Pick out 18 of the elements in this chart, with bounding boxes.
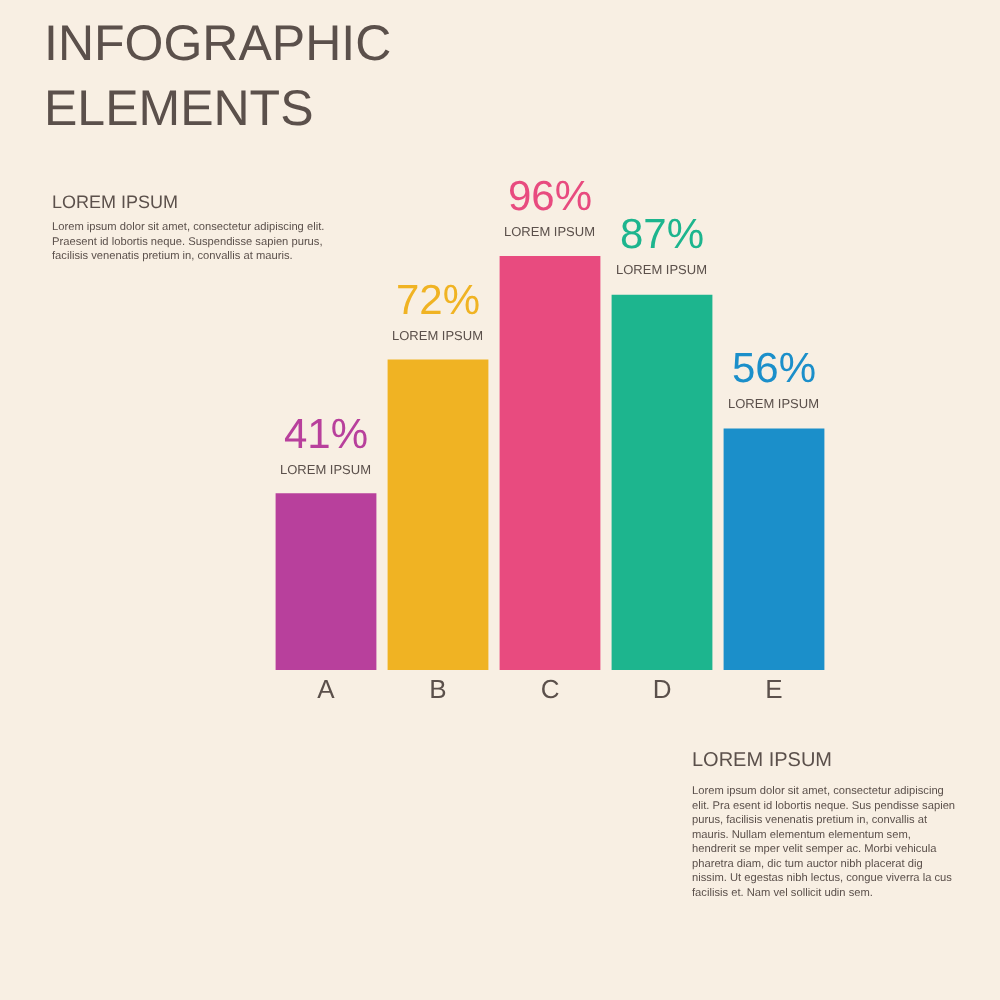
bar xyxy=(387,359,489,670)
bar xyxy=(499,256,601,670)
data-label: 87% xyxy=(620,212,705,258)
x-tick-label: A xyxy=(317,674,336,704)
data-label: 96% xyxy=(508,174,593,220)
data-label: 72% xyxy=(396,278,481,324)
text: LOREM IPSUM xyxy=(692,750,833,772)
x-tick-label: C xyxy=(540,674,560,704)
bar xyxy=(611,294,713,670)
x-tick-label: D xyxy=(652,674,672,704)
data-label: 56% xyxy=(732,346,817,392)
bar xyxy=(275,493,377,670)
chart-title: INFOGRAPHIC ELEMENTS xyxy=(44,16,392,137)
x-tick-label: B xyxy=(429,674,447,704)
data-label: 41% xyxy=(284,412,369,458)
text: LOREM IPSUM xyxy=(52,192,179,212)
x-tick-label: E xyxy=(765,674,784,704)
bar xyxy=(723,428,825,670)
